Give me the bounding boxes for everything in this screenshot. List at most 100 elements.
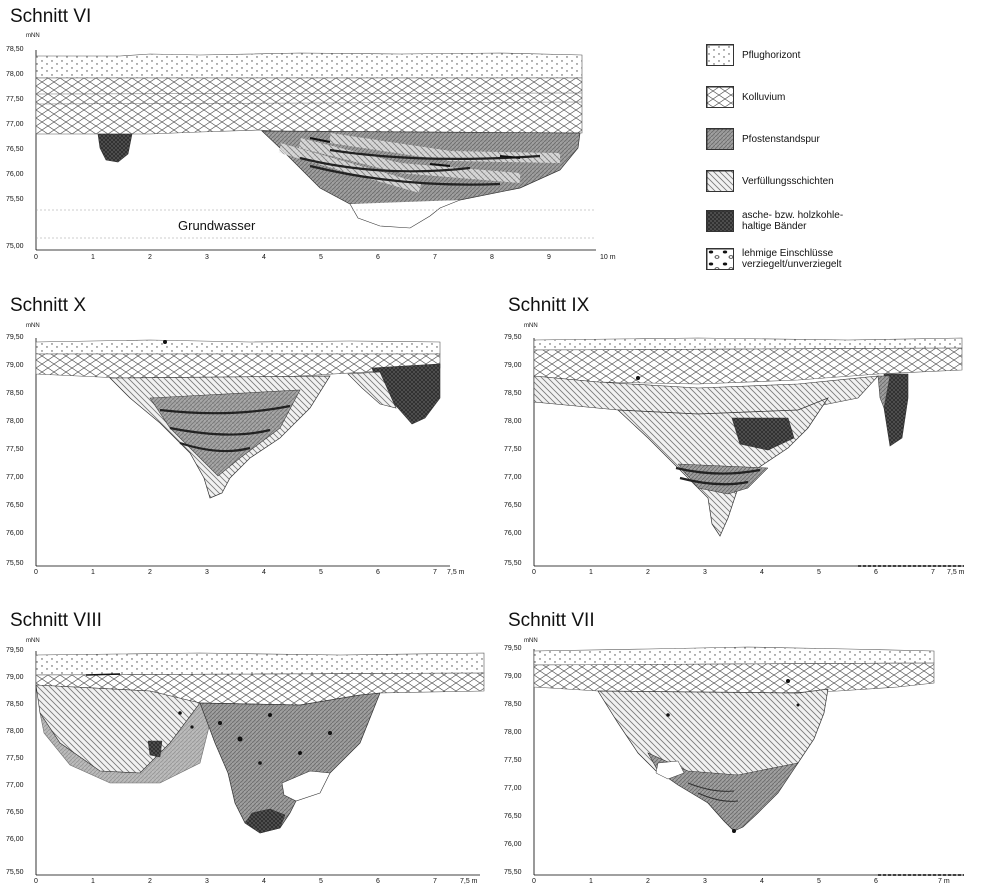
x-tick-x-0: 0 bbox=[34, 569, 38, 576]
x-tick-ix-7: 7 bbox=[931, 569, 935, 576]
y-tick-x-1: 79,00 bbox=[6, 362, 24, 369]
y-tick-ix-2: 78,50 bbox=[504, 390, 522, 397]
x-tick-vii-5: 5 bbox=[817, 878, 821, 885]
y-tick-x-6: 76,50 bbox=[6, 502, 24, 509]
y-tick-vii-4: 77,50 bbox=[504, 757, 522, 764]
unit-label-ix: mNN bbox=[524, 323, 538, 329]
unit-label-viii: mNN bbox=[26, 638, 40, 644]
legend-item-verfuellung: Verfüllungsschichten bbox=[706, 170, 976, 200]
y-tick-vii-2: 78,50 bbox=[504, 701, 522, 708]
x-tick-vii-2: 2 bbox=[646, 878, 650, 885]
y-tick-x-0: 79,50 bbox=[6, 334, 24, 341]
x-tick-ix-8: 7,5 m bbox=[947, 569, 965, 576]
x-tick-ix-0: 0 bbox=[532, 569, 536, 576]
x-tick-vi-0: 0 bbox=[34, 254, 38, 261]
x-tick-viii-7: 7 bbox=[433, 878, 437, 885]
y-tick-viii-1: 79,00 bbox=[6, 674, 24, 681]
x-tick-vi-5: 5 bbox=[319, 254, 323, 261]
x-tick-vi-9: 9 bbox=[547, 254, 551, 261]
legend-swatch-inclusions bbox=[706, 248, 734, 270]
x-tick-ix-6: 6 bbox=[874, 569, 878, 576]
profile-vii-drawing bbox=[533, 646, 964, 876]
section-title-viii: Schnitt VIII bbox=[10, 610, 102, 631]
y-tick-viii-6: 76,50 bbox=[6, 809, 24, 816]
x-tick-x-6: 6 bbox=[376, 569, 380, 576]
legend-swatch-dark bbox=[706, 210, 734, 232]
y-tick-vi-6: 75,50 bbox=[6, 196, 24, 203]
y-tick-vi-0: 78,50 bbox=[6, 46, 24, 53]
x-tick-ix-2: 2 bbox=[646, 569, 650, 576]
y-tick-x-5: 77,00 bbox=[6, 474, 24, 481]
y-tick-ix-6: 76,50 bbox=[504, 502, 522, 509]
groundwater-label: Grundwasser bbox=[176, 218, 258, 233]
x-tick-ix-1: 1 bbox=[589, 569, 593, 576]
x-tick-viii-4: 4 bbox=[262, 878, 266, 885]
x-tick-x-7: 7 bbox=[433, 569, 437, 576]
legend-swatch-fine bbox=[706, 128, 734, 150]
y-tick-viii-5: 77,00 bbox=[6, 782, 24, 789]
legend-swatch-diagonal bbox=[706, 170, 734, 192]
y-tick-ix-4: 77,50 bbox=[504, 446, 522, 453]
x-tick-vi-1: 1 bbox=[91, 254, 95, 261]
legend-item-kolluvium: Kolluvium bbox=[706, 86, 976, 116]
unit-label-vii: mNN bbox=[524, 638, 538, 644]
y-tick-x-8: 75,50 bbox=[6, 560, 24, 567]
x-tick-vi-4: 4 bbox=[262, 254, 266, 261]
y-tick-vi-3: 77,00 bbox=[6, 121, 24, 128]
y-tick-x-7: 76,00 bbox=[6, 530, 24, 537]
legend-label: Pflughorizont bbox=[742, 50, 801, 61]
x-tick-vii-7: 7 m bbox=[938, 878, 950, 885]
y-tick-viii-2: 78,50 bbox=[6, 701, 24, 708]
y-tick-vi-7: 75,00 bbox=[6, 243, 24, 250]
profile-ix: 79,50 79,00 78,50 78,00 77,50 77,00 76,5… bbox=[498, 328, 976, 576]
profile-viii: 79,50 79,00 78,50 78,00 77,50 77,00 76,5… bbox=[0, 643, 495, 888]
legend-label: Kolluvium bbox=[742, 92, 786, 103]
profile-x: 79,50 79,00 78,50 78,00 77,50 77,00 76,5… bbox=[0, 328, 470, 576]
y-tick-ix-3: 78,00 bbox=[504, 418, 522, 425]
x-tick-viii-5: 5 bbox=[319, 878, 323, 885]
x-tick-vii-6: 6 bbox=[874, 878, 878, 885]
profile-vi: 78,50 78,00 77,50 77,00 76,50 76,00 75,5… bbox=[0, 38, 640, 268]
x-tick-x-2: 2 bbox=[148, 569, 152, 576]
legend-label: lehmige Einschlüsse verziegelt/unverzieg… bbox=[742, 248, 842, 270]
x-tick-viii-8: 7,5 m bbox=[460, 878, 478, 885]
y-tick-ix-1: 79,00 bbox=[504, 362, 522, 369]
x-tick-vi-3: 3 bbox=[205, 254, 209, 261]
x-tick-x-8: 7,5 m bbox=[447, 569, 465, 576]
y-tick-vii-5: 77,00 bbox=[504, 785, 522, 792]
legend-label: asche- bzw. holzkohle- haltige Bänder bbox=[742, 210, 844, 232]
y-tick-x-4: 77,50 bbox=[6, 446, 24, 453]
x-tick-vii-4: 4 bbox=[760, 878, 764, 885]
legend-swatch-cross bbox=[706, 86, 734, 108]
x-tick-viii-0: 0 bbox=[34, 878, 38, 885]
x-tick-ix-3: 3 bbox=[703, 569, 707, 576]
y-tick-vii-0: 79,50 bbox=[504, 645, 522, 652]
section-title-ix: Schnitt IX bbox=[508, 295, 590, 316]
y-tick-viii-8: 75,50 bbox=[6, 869, 24, 876]
x-tick-x-5: 5 bbox=[319, 569, 323, 576]
x-tick-viii-2: 2 bbox=[148, 878, 152, 885]
x-tick-ix-5: 5 bbox=[817, 569, 821, 576]
y-tick-vii-3: 78,00 bbox=[504, 729, 522, 736]
y-tick-viii-3: 78,00 bbox=[6, 728, 24, 735]
legend-item-lehmig: lehmige Einschlüsse verziegelt/unverzieg… bbox=[706, 248, 976, 278]
x-tick-x-1: 1 bbox=[91, 569, 95, 576]
unit-label-x: mNN bbox=[26, 323, 40, 329]
profile-x-drawing bbox=[35, 338, 450, 567]
section-title-vii: Schnitt VII bbox=[508, 610, 595, 631]
legend-label: Verfüllungsschichten bbox=[742, 176, 834, 187]
section-title-x: Schnitt X bbox=[10, 295, 87, 316]
x-tick-vi-6: 6 bbox=[376, 254, 380, 261]
x-tick-viii-6: 6 bbox=[376, 878, 380, 885]
x-tick-ix-4: 4 bbox=[760, 569, 764, 576]
x-tick-x-4: 4 bbox=[262, 569, 266, 576]
y-tick-vi-1: 78,00 bbox=[6, 71, 24, 78]
section-title-vi: Schnitt VI bbox=[10, 6, 92, 27]
y-tick-vi-2: 77,50 bbox=[6, 96, 24, 103]
x-tick-viii-3: 3 bbox=[205, 878, 209, 885]
x-tick-x-3: 3 bbox=[205, 569, 209, 576]
x-tick-vi-10: 10 m bbox=[600, 254, 616, 261]
y-tick-viii-7: 76,00 bbox=[6, 836, 24, 843]
legend-swatch-dots bbox=[706, 44, 734, 66]
y-tick-ix-5: 77,00 bbox=[504, 474, 522, 481]
